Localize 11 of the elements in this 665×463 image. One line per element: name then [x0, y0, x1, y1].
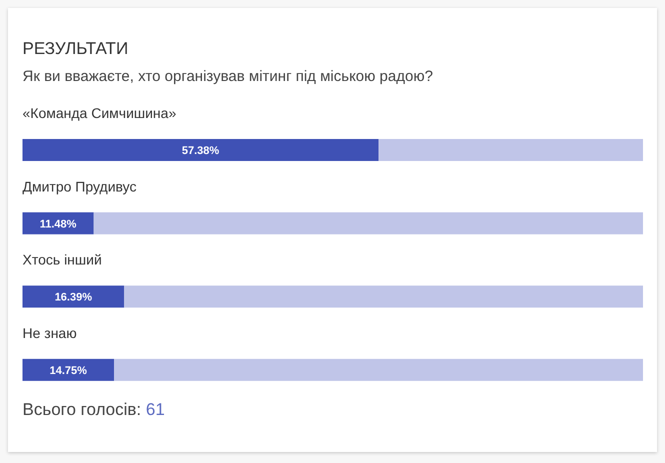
data-label: 57.38%: [182, 145, 220, 157]
y-tick-label: Хтось інший: [22, 252, 102, 268]
chart-title: РЕЗУЛЬТАТИ: [22, 39, 128, 58]
y-tick-label: «Команда Симчишина»: [22, 105, 176, 121]
y-tick-label: Дмитро Прудивус: [22, 178, 136, 194]
y-tick-label: Не знаю: [22, 324, 77, 341]
annotation: Всього голосів: 61: [22, 400, 165, 419]
data-label: 16.39%: [54, 292, 92, 304]
chart-subtitle: Як ви вважаєте, хто організував мітинг під міською радою?: [22, 68, 433, 85]
data-label: 14.75%: [50, 364, 88, 377]
data-label: 11.48%: [40, 218, 77, 230]
